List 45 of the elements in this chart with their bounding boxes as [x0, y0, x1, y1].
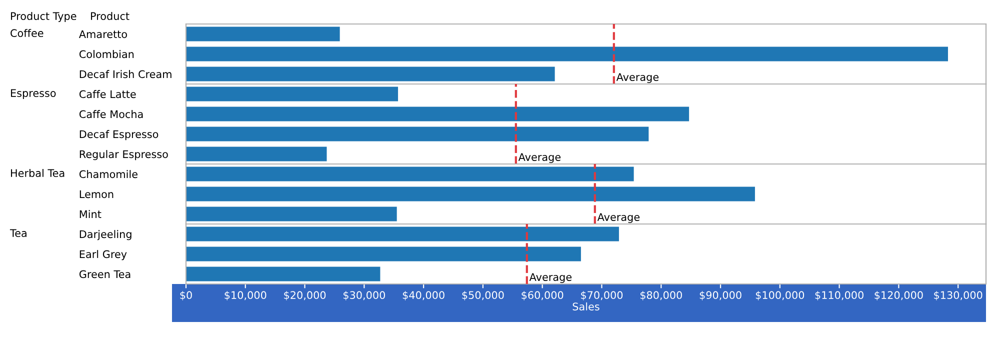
bar: [186, 226, 619, 242]
x-tick-label: $20,000: [284, 290, 326, 300]
bar: [186, 246, 581, 262]
x-tick-label: $60,000: [522, 290, 564, 300]
bar: [186, 86, 398, 102]
x-tick-label: $100,000: [756, 290, 804, 300]
ref-line-label: Average: [616, 73, 659, 83]
x-tick-label: $30,000: [344, 290, 386, 300]
y-tick-label: Earl Grey: [80, 250, 127, 260]
y-tick-label: Amaretto: [78, 30, 127, 38]
bar: [186, 146, 327, 162]
y-tick-label: Regular Espresso: [80, 150, 168, 160]
x-tick-label: $80,000: [640, 290, 682, 300]
y-tick-label: Lemon: [80, 190, 114, 198]
x-tick-label: $0: [180, 290, 192, 300]
y-tick-label: Green Tea: [79, 270, 130, 278]
x-tick-label: $120,000: [874, 290, 923, 300]
x-tick-label: $10,000: [224, 290, 266, 300]
y-axis-title: Herbal Tea: [11, 168, 64, 178]
ref-line-label: Average: [597, 213, 640, 223]
bar: [186, 126, 649, 142]
x-tick-label: $110,000: [815, 290, 864, 300]
x-tick-label: $50,000: [462, 290, 504, 300]
bar: [186, 266, 380, 282]
y-tick-label: Decaf Espresso: [80, 130, 158, 140]
y-axis-title: Coffee: [10, 28, 44, 38]
ref-line-label: Average: [518, 153, 561, 163]
x-tick-label: $40,000: [402, 290, 444, 300]
y-tick-label: Decaf Irish Cream: [80, 70, 172, 78]
x-tick-label: $90,000: [700, 290, 742, 300]
y-tick-label: Caffe Mocha: [79, 110, 143, 118]
x-tick-label: $70,000: [581, 290, 623, 300]
y-tick-label: Mint: [80, 210, 102, 218]
text: Product Type: [11, 12, 76, 22]
ref-line-label: Average: [529, 273, 572, 283]
y-axis-title: Tea: [10, 229, 26, 238]
y-axis-title: Espresso: [11, 89, 56, 100]
y-tick-label: Darjeeling: [80, 230, 132, 240]
y-tick-label: Colombian: [79, 50, 134, 58]
y-tick-label: Chamomile: [79, 170, 138, 178]
text: Product: [91, 12, 130, 20]
x-tick-label: $130,000: [934, 290, 982, 300]
bar: [186, 106, 690, 122]
y-tick-label: Caffe Latte: [79, 90, 136, 98]
x-axis-title: Sales: [572, 302, 600, 310]
